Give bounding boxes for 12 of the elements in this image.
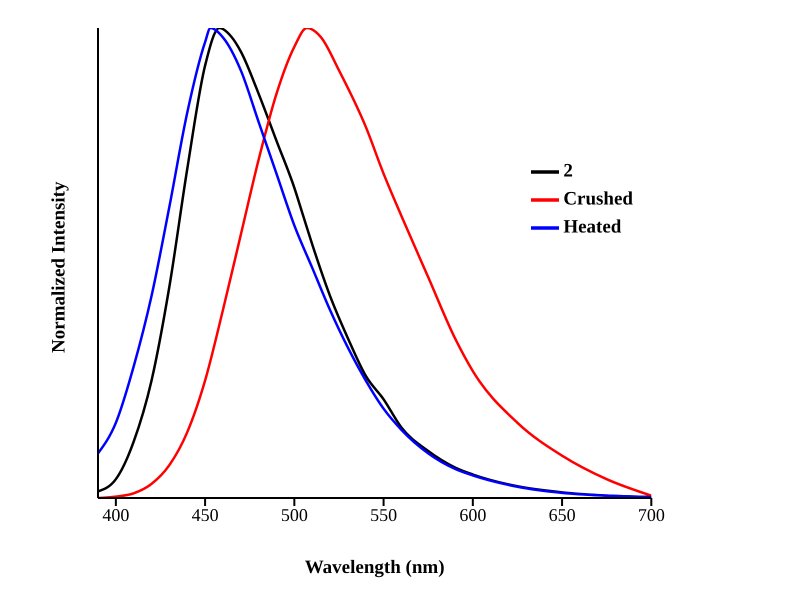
x-tick-label: 450 [192,504,219,525]
x-tick-label: 500 [280,504,308,525]
legend-label: Crushed [563,188,633,210]
x-tick-label: 400 [102,504,130,525]
x-tick-label: 600 [459,504,486,525]
legend-label: Heated [563,216,622,238]
x-tick-label: 650 [548,504,576,525]
x-tick-label: 550 [370,504,398,525]
x-axis-title: Wavelength (nm) [304,557,445,578]
y-axis-title: Normalized Intensity [48,180,70,353]
legend-label: 2 [563,160,573,182]
x-tick-label: 700 [638,504,665,525]
